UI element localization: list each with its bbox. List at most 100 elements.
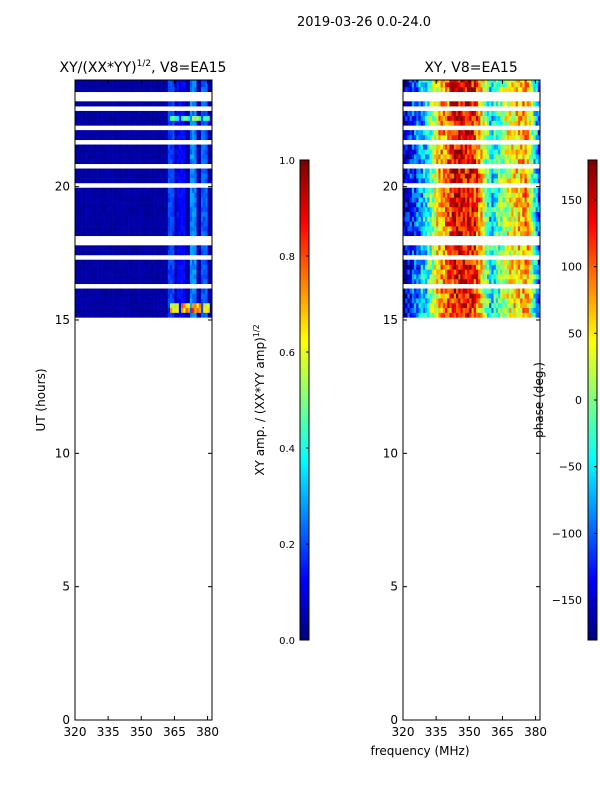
- phase-cell: [506, 149, 510, 155]
- amp-cell: [110, 149, 113, 155]
- amp-cell: [167, 221, 171, 227]
- phase-cell: [407, 278, 410, 285]
- phase-cell: [473, 278, 477, 285]
- phase-cell: [526, 269, 530, 275]
- phase-cell: [420, 298, 424, 304]
- amp-cell: [121, 264, 124, 270]
- phase-cell: [456, 192, 459, 198]
- phase-cell: [464, 264, 468, 270]
- phase-cell: [515, 154, 519, 160]
- amp-cell: [174, 158, 177, 165]
- phase-cell: [520, 110, 523, 117]
- phase-cell: [471, 173, 475, 179]
- phase-cell: [473, 230, 477, 237]
- phase-cell: [493, 206, 497, 213]
- amp-cell: [139, 307, 142, 313]
- amp-cell: [145, 293, 149, 299]
- phase-cell: [478, 80, 481, 83]
- phase-cell: [464, 82, 468, 88]
- phase-cell: [453, 307, 457, 313]
- phase-cell: [427, 154, 430, 160]
- phase-cell: [517, 278, 521, 285]
- amp-cell: [116, 197, 120, 203]
- phase-cell: [493, 211, 497, 217]
- amp-cell: [196, 206, 200, 213]
- amp-cell: [114, 226, 118, 232]
- amp-cell: [116, 178, 120, 184]
- amp-cell: [92, 302, 96, 309]
- amp-cell: [130, 110, 133, 117]
- phase-cell: [436, 264, 439, 270]
- amp-cell: [105, 178, 109, 184]
- amp-cell: [158, 206, 162, 213]
- amp-cell: [128, 298, 131, 304]
- amp-cell: [92, 278, 96, 285]
- phase-cell: [535, 134, 539, 141]
- phase-cell: [414, 149, 417, 155]
- amp-cell: [183, 226, 186, 232]
- phase-cell: [403, 264, 406, 270]
- amp-cell: [94, 269, 98, 275]
- amp-cell: [163, 154, 166, 160]
- amp-cell: [108, 158, 111, 165]
- phase-cell: [484, 86, 488, 93]
- amp-cell: [181, 312, 184, 318]
- amp-cell: [165, 259, 169, 265]
- amp-cell: [150, 144, 153, 150]
- phase-cell: [484, 120, 488, 126]
- phase-cell: [420, 288, 424, 294]
- amp-cell: [147, 115, 151, 121]
- phase-cell: [504, 86, 508, 93]
- amp-cell: [141, 149, 144, 155]
- amp-cell: [187, 278, 191, 285]
- amp-cell: [130, 278, 133, 285]
- phase-cell: [471, 288, 475, 294]
- amp-cell: [205, 197, 208, 203]
- phase-cell: [513, 110, 516, 117]
- phase-cell: [495, 115, 499, 121]
- amp-cell: [110, 134, 113, 141]
- amp-cell: [134, 216, 138, 222]
- phase-cell: [469, 168, 472, 174]
- amp-cell: [123, 134, 127, 141]
- amp-cell: [185, 144, 188, 150]
- phase-cell: [524, 197, 528, 203]
- amp-cell: [105, 82, 109, 88]
- amp-cell: [185, 221, 188, 227]
- phase-cell: [467, 168, 470, 174]
- phase-cell: [403, 82, 406, 88]
- phase-cell: [486, 192, 490, 198]
- amp-cell: [114, 206, 118, 213]
- phase-cell: [440, 202, 444, 208]
- amp-cell: [99, 168, 102, 174]
- amp-colorbar-segment: [300, 256, 309, 261]
- phase-cell: [498, 226, 501, 232]
- phase-cell: [460, 178, 463, 184]
- amp-cell: [79, 226, 82, 232]
- phase-cell: [498, 130, 501, 136]
- amp-colorbar-segment: [300, 628, 309, 633]
- phase-cell: [449, 168, 452, 174]
- amp-cell: [178, 144, 182, 150]
- phase-cell: [517, 173, 521, 179]
- amp-cell: [141, 187, 144, 193]
- amp-cell: [147, 134, 151, 141]
- phase-cell: [405, 298, 408, 304]
- amp-cell: [134, 178, 138, 184]
- phase-cell: [438, 221, 441, 227]
- amp-cell: [192, 154, 195, 160]
- amp-cell: [90, 168, 93, 174]
- phase-cell: [407, 134, 410, 141]
- amp-colorbar-tick-label: 0.0: [279, 636, 295, 647]
- amp-cell: [145, 312, 149, 318]
- amp-cell: [92, 298, 96, 304]
- phase-cell: [531, 149, 534, 155]
- amp-cell: [116, 187, 120, 193]
- amp-colorbar-segment: [300, 308, 309, 313]
- amp-cell: [105, 269, 109, 275]
- phase-cell: [491, 288, 494, 294]
- amp-cell: [88, 192, 91, 198]
- phase-cell: [462, 197, 466, 203]
- amp-colorbar-segment: [300, 380, 309, 385]
- amp-cell: [176, 82, 180, 88]
